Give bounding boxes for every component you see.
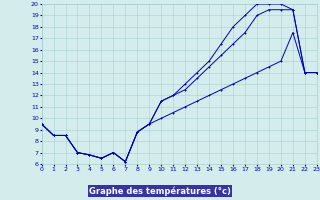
Text: Graphe des températures (°c): Graphe des températures (°c) [89, 186, 231, 196]
